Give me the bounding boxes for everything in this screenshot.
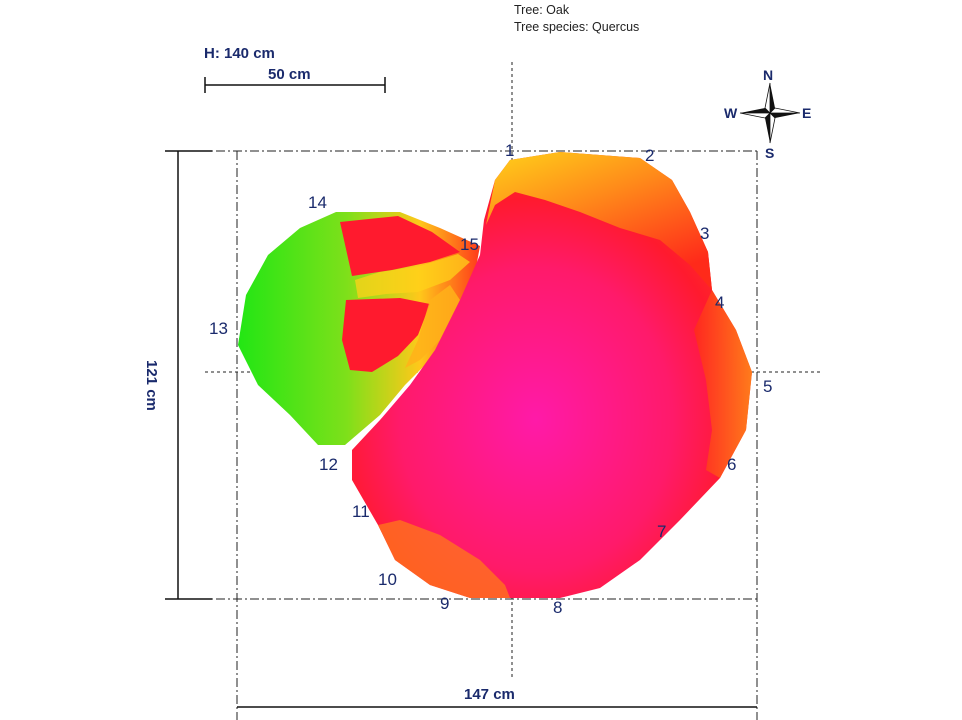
tree-info: Tree: Oak Tree species: Quercus [514,2,639,36]
compass-west-label: W [724,105,738,121]
point-label: 4 [715,293,724,312]
point-label: 13 [209,319,228,338]
tree-species: Tree species: Quercus [514,20,640,34]
depth-dimension-label: 121 cm [143,360,160,411]
point-label: 11 [352,502,370,521]
point-label: 2 [645,146,654,165]
point-label: 10 [378,570,397,589]
measurement-points: 1 2 3 4 5 6 7 8 9 10 11 12 13 14 15 [209,141,772,617]
point-label: 15 [460,235,479,254]
left-lobe [238,212,480,445]
bounding-frame [165,150,758,720]
height-label: H: 140 cm [204,45,275,62]
compass-south-label: S [765,145,775,161]
point-label: 6 [727,455,736,474]
compass-rose-icon [739,82,801,144]
scale-bar-label: 50 cm [268,66,311,83]
point-label: 7 [657,522,666,541]
point-label: 9 [440,594,449,613]
depth-dimension-line [165,150,212,600]
scale-bar [204,77,386,93]
point-label: 1 [505,141,514,160]
point-label: 5 [763,377,772,396]
compass-east-label: E [802,105,812,121]
point-label: 8 [553,598,562,617]
width-dimension-label: 147 cm [464,686,515,703]
point-label: 12 [319,455,338,474]
point-label: 14 [308,193,327,212]
compass-north-label: N [763,67,774,83]
tree-name: Tree: Oak [514,3,570,17]
main-body [352,152,752,598]
point-label: 3 [700,224,709,243]
